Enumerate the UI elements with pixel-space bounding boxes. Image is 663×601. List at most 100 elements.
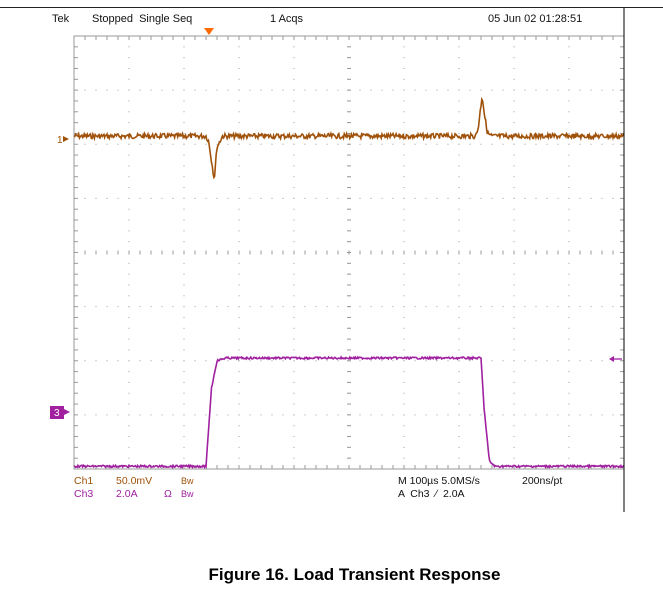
graticule-dot xyxy=(425,89,427,91)
graticule-dot xyxy=(590,360,592,362)
graticule-dot xyxy=(612,414,614,416)
graticule-dot xyxy=(161,306,163,308)
graticule-dot xyxy=(491,360,493,362)
graticule-dot xyxy=(403,154,405,156)
graticule-dot xyxy=(249,360,251,362)
graticule-dot xyxy=(194,143,196,145)
graticule-dot xyxy=(238,306,240,308)
graticule-dot xyxy=(139,143,141,145)
graticule-dot xyxy=(458,327,460,329)
ch1-scale: 50.0mV xyxy=(116,475,152,487)
graticule-dot xyxy=(513,219,515,221)
graticule-dot xyxy=(579,143,581,145)
graticule-dot xyxy=(513,436,515,438)
graticule-dot xyxy=(238,100,240,102)
graticule-dot xyxy=(513,349,515,351)
graticule-dot xyxy=(612,143,614,145)
graticule-dot xyxy=(326,414,328,416)
graticule-dot xyxy=(293,208,295,210)
graticule-dot xyxy=(568,57,570,59)
acquisition-status: Stopped Single Seq xyxy=(92,13,192,25)
graticule-dot xyxy=(458,436,460,438)
graticule-dot xyxy=(183,197,185,199)
graticule-dot xyxy=(128,100,130,102)
graticule-dot xyxy=(238,154,240,156)
graticule-dot xyxy=(601,89,603,91)
graticule-dot xyxy=(139,414,141,416)
graticule-dot xyxy=(238,122,240,124)
graticule-dot xyxy=(271,306,273,308)
graticule-dot xyxy=(403,46,405,48)
graticule-dot xyxy=(524,306,526,308)
graticule-dot xyxy=(183,457,185,459)
graticule-dot xyxy=(513,262,515,264)
graticule-dot xyxy=(128,208,130,210)
graticule-dot xyxy=(106,143,108,145)
graticule-dot xyxy=(359,197,361,199)
graticule-dot xyxy=(238,46,240,48)
graticule-dot xyxy=(205,414,207,416)
graticule-dot xyxy=(106,306,108,308)
graticule-dot xyxy=(513,306,515,308)
graticule-dot xyxy=(403,403,405,405)
graticule-dot xyxy=(337,414,339,416)
graticule-dot xyxy=(238,241,240,243)
graticule-dot xyxy=(293,306,295,308)
graticule-dot xyxy=(238,436,240,438)
graticule-dot xyxy=(458,414,460,416)
graticule-dot xyxy=(513,414,515,416)
graticule-dot xyxy=(139,197,141,199)
graticule-dot xyxy=(293,122,295,124)
graticule-dot xyxy=(403,414,405,416)
graticule-dot xyxy=(359,414,361,416)
graticule-dot xyxy=(447,306,449,308)
graticule-dot xyxy=(304,414,306,416)
graticule-dot xyxy=(183,392,185,394)
graticule-dot xyxy=(535,197,537,199)
graticule-dot xyxy=(183,67,185,69)
graticule-dot xyxy=(370,143,372,145)
graticule-dot xyxy=(238,89,240,91)
graticule-dot xyxy=(403,57,405,59)
graticule-dot xyxy=(425,360,427,362)
graticule-dot xyxy=(293,392,295,394)
graticule-dot xyxy=(513,230,515,232)
graticule-dot xyxy=(458,67,460,69)
graticule-dot xyxy=(568,143,570,145)
graticule-dot xyxy=(249,414,251,416)
graticule-dot xyxy=(293,132,295,134)
graticule-dot xyxy=(183,100,185,102)
graticule-dot xyxy=(216,306,218,308)
graticule-dot xyxy=(84,197,86,199)
graticule-dot xyxy=(293,446,295,448)
graticule-dot xyxy=(128,132,130,134)
graticule-dot xyxy=(436,360,438,362)
graticule-dot xyxy=(216,143,218,145)
graticule-dot xyxy=(128,143,130,145)
graticule-dot xyxy=(183,89,185,91)
graticule-dot xyxy=(403,132,405,134)
graticule-dot xyxy=(403,262,405,264)
graticule-dot xyxy=(260,360,262,362)
graticule-dot xyxy=(491,89,493,91)
graticule-dot xyxy=(238,273,240,275)
graticule-dot xyxy=(458,176,460,178)
graticule-dot xyxy=(183,295,185,297)
graticule-dot xyxy=(403,100,405,102)
graticule-dot xyxy=(513,392,515,394)
graticule-dot xyxy=(579,197,581,199)
graticule-dot xyxy=(326,306,328,308)
ch3-marker-box xyxy=(50,406,64,419)
top-border-line xyxy=(0,7,663,8)
graticule-dot xyxy=(238,197,240,199)
graticule-dot xyxy=(513,284,515,286)
graticule-dot xyxy=(381,143,383,145)
graticule-dot xyxy=(293,425,295,427)
graticule-dot xyxy=(271,414,273,416)
graticule-dot xyxy=(392,197,394,199)
graticule-dot xyxy=(436,143,438,145)
graticule-dot xyxy=(447,197,449,199)
graticule-dot xyxy=(293,241,295,243)
graticule-dot xyxy=(469,89,471,91)
graticule-dot xyxy=(238,284,240,286)
